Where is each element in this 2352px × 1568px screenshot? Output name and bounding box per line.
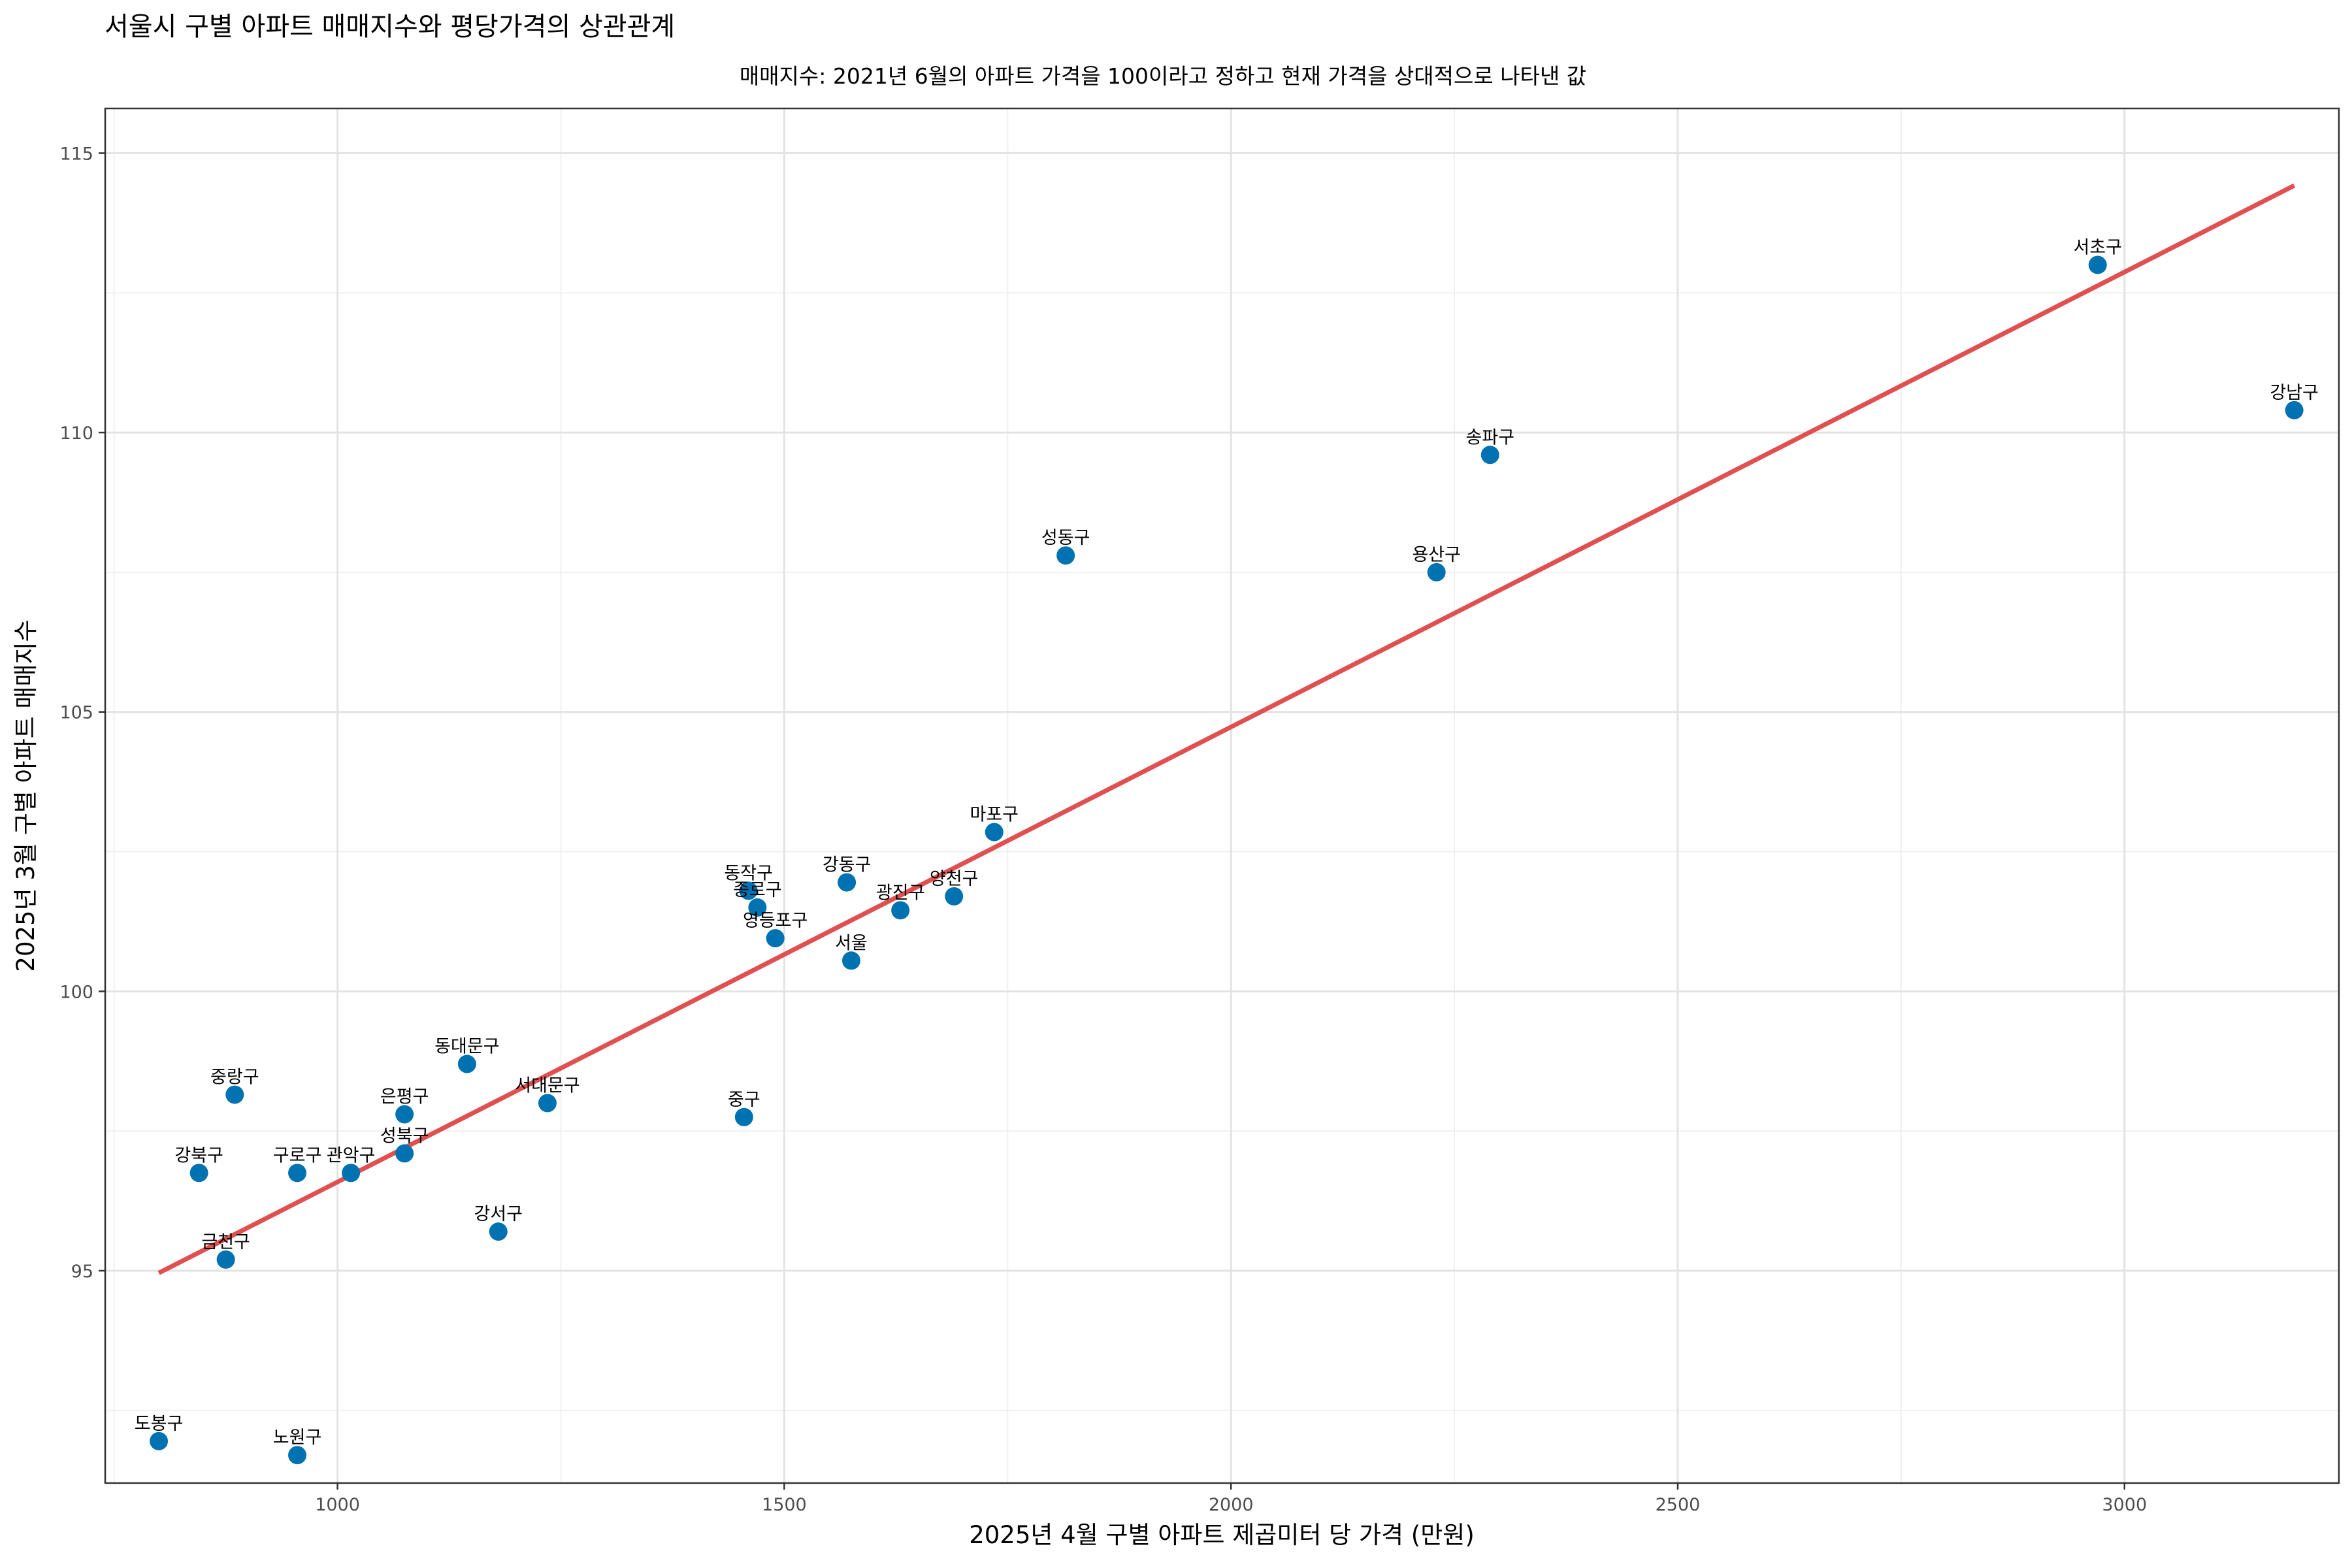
data-point <box>288 1446 307 1465</box>
data-point-label: 서울 <box>835 933 868 953</box>
y-tick-label: 110 <box>59 423 93 444</box>
data-point <box>841 951 860 970</box>
data-point-label: 강남구 <box>2270 383 2319 403</box>
data-point <box>457 1054 476 1073</box>
data-points <box>150 255 2304 1465</box>
data-point-label: 용산구 <box>1412 545 1461 565</box>
data-point <box>538 1094 557 1113</box>
trend-line <box>157 183 2296 1275</box>
data-point <box>838 873 857 892</box>
data-point-label: 노원구 <box>273 1428 322 1448</box>
data-point <box>342 1164 361 1183</box>
data-point-label: 마포구 <box>970 805 1019 825</box>
data-point <box>489 1222 508 1241</box>
x-tick-label: 1500 <box>762 1495 807 1515</box>
chart-subtitle: 매매지수: 2021년 6월의 아파트 가격을 100이라고 정하고 현재 가격… <box>740 63 1586 89</box>
y-tick-label: 95 <box>71 1262 93 1282</box>
data-point-label: 강북구 <box>174 1145 223 1166</box>
data-point <box>739 881 758 900</box>
data-point-label: 중구 <box>728 1090 760 1110</box>
data-point <box>216 1250 235 1269</box>
y-axis-ticks: 95 100 105 110 115 <box>59 144 105 1282</box>
data-point-label: 관악구 <box>327 1145 376 1166</box>
data-point <box>1056 546 1075 565</box>
data-point-label: 양천구 <box>930 869 979 889</box>
data-point <box>2285 400 2304 419</box>
data-point-label: 도봉구 <box>135 1414 184 1434</box>
y-tick-label: 100 <box>59 982 93 1002</box>
data-point-label: 강서구 <box>474 1204 523 1224</box>
data-point-label: 금천구 <box>201 1232 250 1252</box>
data-point <box>225 1085 244 1104</box>
x-axis-title: 2025년 4월 구별 아파트 제곱미터 당 가격 (만원) <box>969 1521 1475 1549</box>
plot-panel-border <box>104 107 2340 1484</box>
trend-line-group <box>157 183 2296 1275</box>
data-point-label: 서대문구 <box>515 1075 580 1096</box>
data-point-label: 은평구 <box>380 1087 429 1107</box>
data-point-label: 강동구 <box>823 855 872 875</box>
grid-lines <box>105 108 2339 1483</box>
x-tick-label: 2000 <box>1209 1495 1254 1515</box>
data-point <box>1427 563 1446 581</box>
data-point <box>189 1164 208 1183</box>
data-point <box>985 823 1004 841</box>
data-point <box>766 929 785 948</box>
chart-title: 서울시 구별 아파트 매매지수와 평당가격의 상관관계 <box>105 12 675 42</box>
data-point <box>395 1144 414 1163</box>
data-point-label: 중랑구 <box>210 1068 259 1088</box>
data-point <box>288 1164 307 1183</box>
data-point-label: 성북구 <box>380 1126 429 1146</box>
data-point <box>891 901 910 920</box>
data-point-label: 광진구 <box>876 883 925 903</box>
data-point <box>395 1105 414 1124</box>
data-point <box>945 887 964 906</box>
data-point-label: 영등포구 <box>743 911 808 931</box>
data-point-label: 동대문구 <box>434 1037 499 1057</box>
y-axis-title: 2025년 3월 구별 아파트 매매지수 <box>12 619 40 972</box>
data-point-label: 송파구 <box>1466 427 1515 448</box>
data-point-label: 서초구 <box>2073 237 2122 257</box>
data-point <box>734 1107 753 1126</box>
data-point-label: 성동구 <box>1041 528 1090 548</box>
data-point <box>2088 255 2107 274</box>
data-point-label: 동작구 <box>724 863 773 883</box>
x-tick-label: 1000 <box>315 1495 360 1515</box>
x-tick-label: 3000 <box>2102 1495 2147 1515</box>
data-point <box>1480 446 1499 465</box>
data-point-label: 구로구 <box>273 1145 322 1166</box>
data-point-label: 종로구 <box>733 880 782 900</box>
x-tick-label: 2500 <box>1656 1495 1701 1515</box>
x-axis-ticks: 1000 1500 2000 2500 3000 <box>315 1483 2147 1515</box>
y-tick-label: 115 <box>59 144 93 164</box>
y-tick-label: 105 <box>59 703 93 723</box>
data-point <box>150 1431 169 1450</box>
data-point <box>748 898 767 917</box>
